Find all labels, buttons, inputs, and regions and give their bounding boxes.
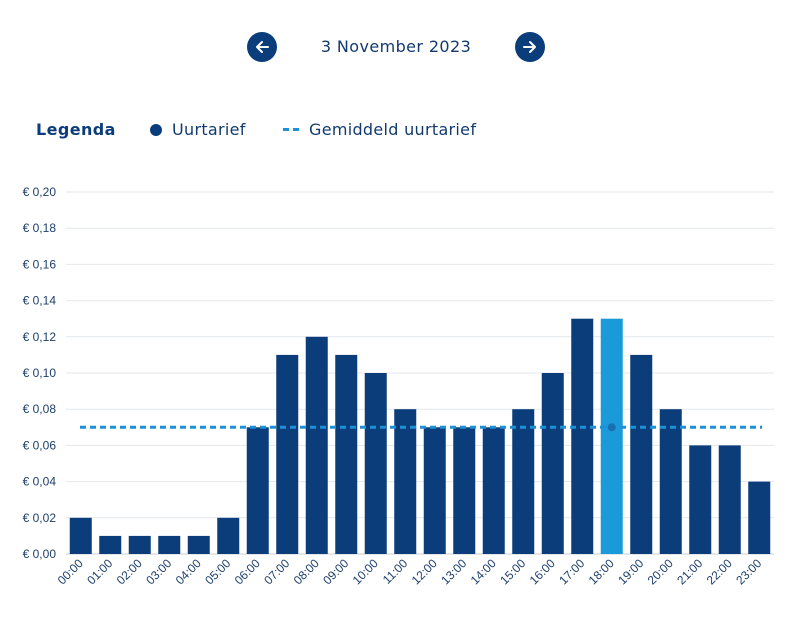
- y-tick-label: € 0,16: [23, 257, 57, 271]
- bar-0800: [305, 336, 328, 554]
- x-tick-label: 06:00: [232, 556, 263, 587]
- x-tick-label: 04:00: [173, 556, 204, 587]
- bar-1400: [482, 427, 505, 554]
- legend-dashed-line-icon: [283, 128, 299, 131]
- date-navigation: 3 November 2023: [0, 32, 800, 64]
- bar-1100: [394, 409, 417, 554]
- x-tick-label: 20:00: [645, 556, 676, 587]
- bar-0700: [276, 354, 299, 554]
- arrow-right-icon: [523, 41, 536, 53]
- bar-0600: [246, 427, 269, 554]
- current-date: 3 November 2023: [320, 37, 472, 56]
- legend-label-gemiddeld: Gemiddeld uurtarief: [309, 120, 477, 139]
- bar-0900: [335, 354, 358, 554]
- x-tick-label: 09:00: [320, 556, 351, 587]
- y-tick-label: € 0,04: [23, 475, 57, 489]
- arrow-left-icon: [256, 41, 269, 53]
- bar-2000: [659, 409, 682, 554]
- previous-day-button[interactable]: [247, 32, 277, 62]
- legend-title: Legenda: [36, 120, 116, 139]
- x-tick-label: 13:00: [438, 556, 469, 587]
- x-tick-label: 23:00: [733, 556, 764, 587]
- bar-0200: [128, 535, 151, 554]
- x-tick-label: 10:00: [350, 556, 381, 587]
- x-tick-label: 00:00: [55, 556, 86, 587]
- next-day-button[interactable]: [515, 32, 545, 62]
- bar-0500: [217, 517, 240, 554]
- bar-1900: [630, 354, 653, 554]
- y-tick-label: € 0,06: [23, 438, 57, 452]
- x-tick-label: 01:00: [84, 556, 115, 587]
- y-tick-label: € 0,14: [23, 294, 57, 308]
- x-tick-label: 15:00: [497, 556, 528, 587]
- x-tick-label: 21:00: [674, 556, 705, 587]
- x-tick-label: 05:00: [202, 556, 233, 587]
- legend-item-uurtarief: Uurtarief: [150, 120, 246, 139]
- legend-dot-icon: [150, 124, 162, 136]
- bar-2200: [718, 445, 741, 554]
- x-tick-label: 02:00: [114, 556, 145, 587]
- y-tick-label: € 0,12: [23, 330, 57, 344]
- bar-2100: [689, 445, 712, 554]
- bar-0000: [69, 517, 92, 554]
- x-tick-label: 18:00: [586, 556, 617, 587]
- bar-1000: [364, 373, 387, 554]
- x-tick-label: 03:00: [143, 556, 174, 587]
- price-bar-chart: € 0,00 € 0,02 € 0,04 € 0,06 € 0,08 € 0,10 € 0,…: [23, 185, 774, 587]
- bar-1600: [541, 373, 564, 554]
- bar-0300: [158, 535, 181, 554]
- x-tick-label: 16:00: [527, 556, 558, 587]
- bar-2300: [748, 481, 771, 554]
- x-tick-label: 14:00: [468, 556, 499, 587]
- average-marker-dot: [607, 423, 616, 432]
- y-tick-label: € 0,02: [23, 511, 57, 525]
- bar-1700: [571, 318, 594, 554]
- x-tick-label: 08:00: [291, 556, 322, 587]
- y-tick-label: € 0,20: [23, 185, 57, 199]
- x-tick-label: 07:00: [261, 556, 292, 587]
- x-tick-label: 12:00: [409, 556, 440, 587]
- bar-1300: [453, 427, 476, 554]
- legend-item-gemiddeld: Gemiddeld uurtarief: [283, 120, 476, 139]
- bar-1800: [600, 318, 623, 554]
- legend-label-uurtarief: Uurtarief: [172, 120, 246, 139]
- bar-1500: [512, 409, 535, 554]
- x-tick-label: 19:00: [615, 556, 646, 587]
- x-tick-label: 11:00: [380, 556, 411, 587]
- bar-0100: [99, 535, 122, 554]
- bar-0400: [187, 535, 210, 554]
- y-tick-label: € 0,18: [23, 221, 57, 235]
- y-tick-label: € 0,00: [23, 547, 57, 561]
- x-tick-label: 17:00: [556, 556, 587, 587]
- y-tick-label: € 0,10: [23, 366, 57, 380]
- bar-1200: [423, 427, 446, 554]
- x-tick-label: 22:00: [704, 556, 735, 587]
- y-tick-label: € 0,08: [23, 402, 57, 416]
